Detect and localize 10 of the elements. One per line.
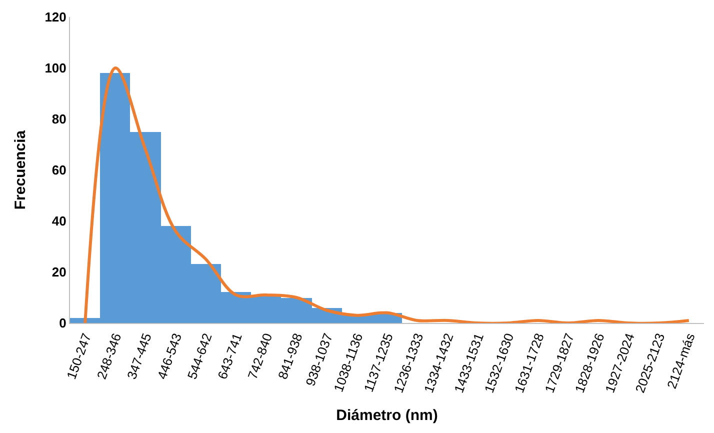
y-tick-label: 0	[59, 316, 66, 331]
y-tick-label: 80	[52, 112, 66, 127]
y-axis-title: Frecuencia	[12, 130, 29, 210]
y-tick-label: 20	[52, 264, 66, 280]
y-tick-label: 40	[52, 214, 66, 229]
y-tick-label: 60	[52, 162, 66, 178]
y-tick-label: 100	[44, 60, 66, 76]
line-series	[84, 66, 690, 323]
x-axis-title: Diámetro (nm)	[336, 406, 438, 424]
y-tick-label: 120	[44, 10, 66, 25]
